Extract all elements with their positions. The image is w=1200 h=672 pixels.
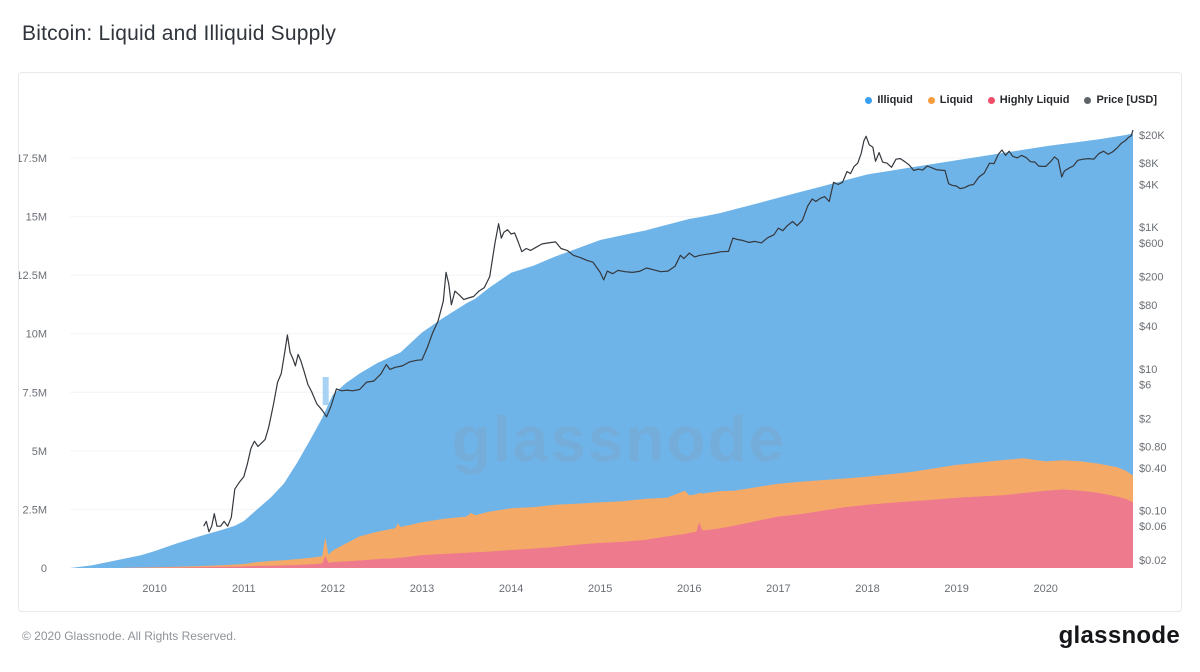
right-axis-tick-label: $8K xyxy=(1139,158,1159,170)
legend-label: Highly Liquid xyxy=(999,94,1070,106)
legend-dot-icon xyxy=(987,96,995,104)
left-axis-tick-label: 5M xyxy=(32,446,47,458)
right-axis-tick-label: $600 xyxy=(1139,238,1163,250)
highly-liquid-area xyxy=(70,489,1133,568)
right-axis-tick-label: $2 xyxy=(1139,413,1151,425)
illiquid-area xyxy=(70,133,1133,568)
x-axis-tick-label: 2020 xyxy=(1033,583,1057,595)
left-axis-tick-label: 17.5M xyxy=(19,153,47,165)
chart-title: Bitcoin: Liquid and Illiquid Supply xyxy=(22,22,337,45)
legend-item-highly-liquid[interactable]: Highly Liquid xyxy=(987,94,1070,106)
legend-dot-icon xyxy=(865,96,873,104)
supply-price-chart: glassnode 0 2.5M 5M 7.5M 10M 12.5M 15M 17.5M $20K… xyxy=(16,129,1167,595)
x-axis-tick-label: 2011 xyxy=(232,583,256,595)
left-axis-tick-label: 2.5M xyxy=(23,504,47,516)
left-axis-tick-label: 7.5M xyxy=(23,387,47,399)
right-axis-tick-label: $4K xyxy=(1139,180,1159,192)
legend-item-price-usd-[interactable]: Price [USD] xyxy=(1084,94,1157,106)
legend-label: Liquid xyxy=(939,94,973,106)
chart-card: Illiquid Liquid Highly Liquid Price [USD] g… xyxy=(16,72,1182,612)
right-axis-tick-label: $80 xyxy=(1139,300,1157,312)
right-axis-tick-label: $0.40 xyxy=(1139,463,1167,475)
x-axis-tick-label: 2017 xyxy=(766,583,790,595)
x-axis-tick-label: 2018 xyxy=(855,583,879,595)
x-axis-tick-label: 2014 xyxy=(499,583,523,595)
right-axis-tick-label: $0.80 xyxy=(1139,442,1167,454)
legend-dot-icon xyxy=(1084,96,1092,104)
legend-label: Illiquid xyxy=(877,94,913,106)
legend-item-illiquid[interactable]: Illiquid xyxy=(865,94,913,106)
x-axis-tick-label: 2019 xyxy=(944,583,968,595)
x-axis-tick-label: 2012 xyxy=(321,583,345,595)
data-gap-bar xyxy=(322,377,329,406)
right-axis-tick-label: $0.10 xyxy=(1139,506,1167,518)
x-axis-tick-label: 2016 xyxy=(677,583,701,595)
left-axis-tick-label: 0 xyxy=(41,563,47,575)
legend-label: Price [USD] xyxy=(1096,94,1157,106)
price-line xyxy=(203,129,1134,533)
legend-item-liquid[interactable]: Liquid xyxy=(927,94,973,106)
right-axis-tick-label: $6 xyxy=(1139,380,1151,392)
legend: Illiquid Liquid Highly Liquid Price [USD] xyxy=(865,94,1157,106)
glassnode-logo: glassnode xyxy=(1058,622,1180,649)
right-axis-tick-label: $200 xyxy=(1139,272,1163,284)
right-axis-tick-label: $0.02 xyxy=(1139,555,1167,567)
copyright-text: © 2020 Glassnode. All Rights Reserved. xyxy=(22,629,237,643)
legend-dot-icon xyxy=(927,96,935,104)
x-axis-tick-label: 2015 xyxy=(588,583,612,595)
left-axis-tick-label: 10M xyxy=(26,329,47,341)
right-axis-tick-label: $0.06 xyxy=(1139,521,1167,533)
watermark: glassnode xyxy=(452,403,787,475)
left-axis-tick-label: 15M xyxy=(26,212,47,224)
right-axis-tick-label: $40 xyxy=(1139,321,1157,333)
left-axis-tick-label: 12.5M xyxy=(19,270,47,282)
right-axis-tick-label: $10 xyxy=(1139,364,1157,376)
x-axis-tick-label: 2010 xyxy=(142,583,166,595)
right-axis-tick-label: $20K xyxy=(1139,130,1165,142)
x-axis-tick-label: 2013 xyxy=(410,583,434,595)
right-axis-tick-label: $1K xyxy=(1139,222,1159,234)
